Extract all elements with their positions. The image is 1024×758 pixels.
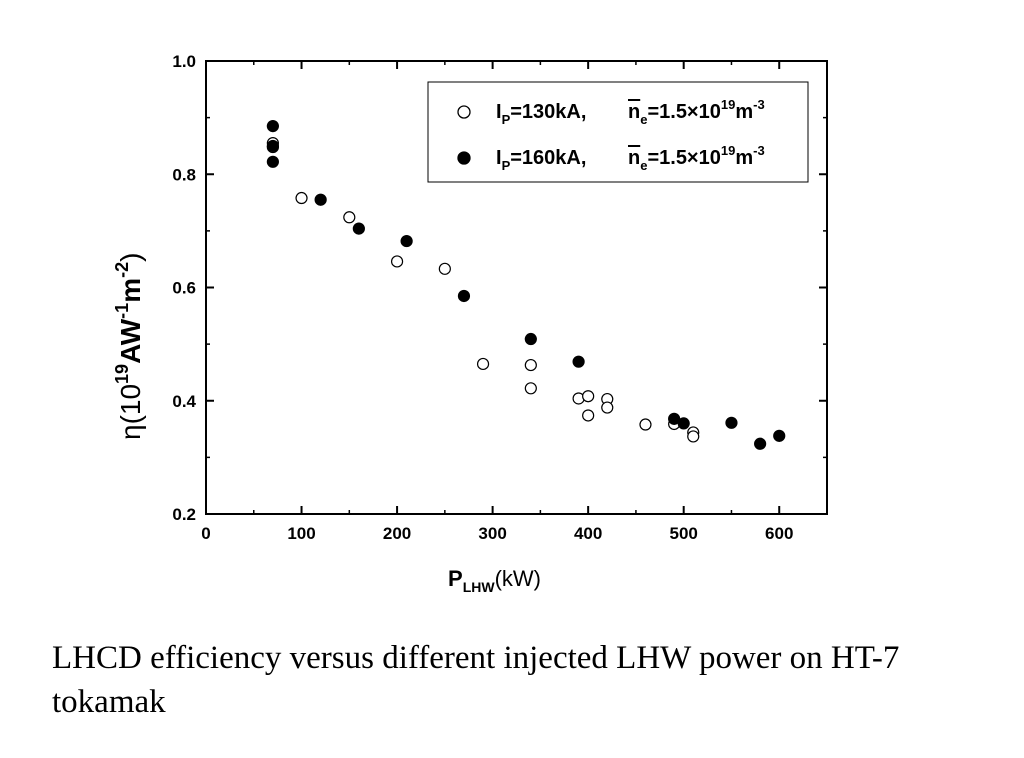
y-tick-label: 1.0: [172, 52, 196, 71]
data-point-130ka: [476, 357, 490, 371]
y-axis-title: η(1019AW-1m-2): [112, 253, 146, 440]
data-point-130ka: [524, 358, 537, 372]
data-point-160ka: [266, 120, 279, 133]
data-point-130ka: [438, 262, 451, 275]
legend: IP=130kA, ne=1.5×1019m-3 IP=160kA, ne=1.…: [427, 81, 809, 183]
x-tick-label: 500: [670, 524, 698, 543]
data-points: [266, 120, 786, 450]
x-tick-label: 200: [383, 524, 411, 543]
x-tick-label: 600: [765, 524, 793, 543]
data-point-160ka: [725, 416, 738, 429]
data-point-130ka: [295, 191, 308, 205]
data-point-130ka: [687, 430, 700, 443]
legend-marker-open: [457, 105, 471, 119]
data-point-160ka: [677, 417, 690, 430]
chart: 0 100 200 300 400 500 600 0.2 0.4 0.6 0.8 1.0 IP=13…: [112, 52, 828, 595]
data-point-160ka: [400, 234, 413, 248]
x-axis-title: PLHW(kW): [448, 566, 541, 595]
data-point-160ka: [457, 289, 471, 303]
legend-ne-130: n: [628, 101, 640, 123]
legend-marker-filled: [457, 151, 471, 165]
legend-label-130ka: IP=130kA, ne=1.5×1019m-3: [496, 97, 765, 127]
data-point-160ka: [773, 429, 786, 442]
axis-ticks: [205, 60, 827, 515]
data-point-130ka: [524, 382, 537, 395]
legend-ne-160: n: [628, 147, 640, 169]
x-tick-label: 400: [574, 524, 602, 543]
data-point-130ka: [390, 255, 404, 268]
x-tick-label: 0: [201, 524, 210, 543]
x-tick-label: 300: [478, 524, 506, 543]
data-point-130ka: [582, 390, 595, 403]
y-tick-label: 0.8: [172, 165, 196, 184]
data-point-160ka: [754, 437, 767, 450]
y-tick-label: 0.6: [172, 279, 196, 298]
data-point-160ka: [352, 222, 365, 235]
data-point-130ka: [639, 418, 652, 431]
y-tick-label: 0.4: [172, 392, 196, 411]
data-point-160ka: [524, 332, 537, 346]
data-point-130ka: [343, 211, 356, 224]
x-tick-label: 100: [287, 524, 315, 543]
figure-caption: LHCD efficiency versus different injecte…: [52, 640, 900, 720]
data-point-160ka: [266, 155, 279, 168]
tick-labels: 0 100 200 300 400 500 600 0.2 0.4 0.6 0.8 1.0: [172, 52, 793, 543]
data-point-160ka: [572, 355, 585, 368]
data-point-160ka: [314, 193, 327, 206]
data-point-130ka: [582, 409, 595, 422]
legend-box: [427, 81, 809, 183]
legend-label-160ka: IP=160kA, ne=1.5×1019m-3: [496, 143, 765, 173]
y-tick-label: 0.2: [172, 505, 196, 524]
data-point-130ka: [601, 401, 614, 414]
data-point-160ka: [266, 139, 279, 153]
